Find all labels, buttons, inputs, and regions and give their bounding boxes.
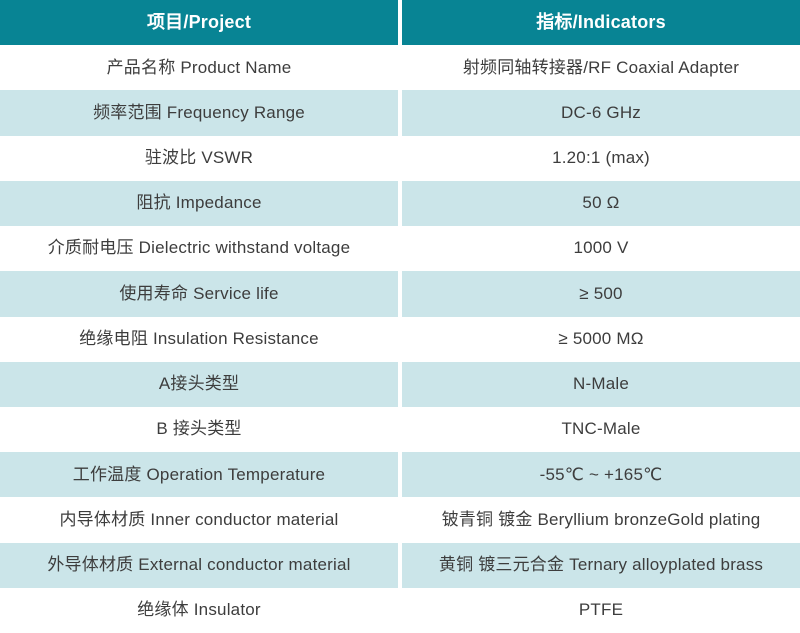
project-cell: 介质耐电压 Dielectric withstand voltage: [0, 226, 398, 272]
table-row: 驻波比 VSWR 1.20:1 (max): [0, 135, 800, 181]
table-row: 外导体材质 External conductor material 黄铜 镀三元…: [0, 542, 800, 588]
indicator-cell: 50 Ω: [402, 180, 800, 227]
table-row: 频率范围 Frequency Range DC-6 GHz: [0, 90, 800, 136]
table-row: 阻抗 Impedance 50 Ω: [0, 180, 800, 227]
table-row: 工作温度 Operation Temperature -55℃ ~ +165℃: [0, 452, 800, 498]
project-cell: 绝缘电阻 Insulation Resistance: [0, 316, 398, 362]
project-cell: 产品名称 Product Name: [0, 45, 398, 91]
table-row: 内导体材质 Inner conductor material 铍青铜 镀金 Be…: [0, 497, 800, 543]
project-cell: 工作温度 Operation Temperature: [0, 452, 398, 498]
table-row: B 接头类型 TNC-Male: [0, 406, 800, 453]
table-row: 介质耐电压 Dielectric withstand voltage 1000 …: [0, 226, 800, 272]
indicator-cell: PTFE: [402, 587, 800, 633]
project-cell: 绝缘体 Insulator: [0, 587, 398, 633]
project-cell: A接头类型: [0, 361, 398, 407]
project-cell: 内导体材质 Inner conductor material: [0, 497, 398, 543]
indicator-cell: ≥ 5000 MΩ: [402, 316, 800, 362]
indicator-cell: 射频同轴转接器/RF Coaxial Adapter: [402, 45, 800, 91]
table-row: 绝缘体 Insulator PTFE: [0, 587, 800, 633]
project-cell: B 接头类型: [0, 406, 398, 453]
project-cell: 阻抗 Impedance: [0, 180, 398, 227]
table-row: 绝缘电阻 Insulation Resistance ≥ 5000 MΩ: [0, 316, 800, 362]
indicator-cell: 1.20:1 (max): [402, 135, 800, 181]
table-row: 使用寿命 Service life ≥ 500: [0, 271, 800, 317]
indicator-cell: DC-6 GHz: [402, 90, 800, 136]
header-cell-indicators: 指标/Indicators: [402, 0, 800, 46]
header-cell-project: 项目/Project: [0, 0, 398, 46]
project-cell: 外导体材质 External conductor material: [0, 542, 398, 588]
indicator-cell: 1000 V: [402, 226, 800, 272]
indicator-cell: N-Male: [402, 361, 800, 407]
indicator-cell: TNC-Male: [402, 406, 800, 453]
project-cell: 使用寿命 Service life: [0, 271, 398, 317]
indicator-cell: 黄铜 镀三元合金 Ternary alloyplated brass: [402, 542, 800, 588]
project-cell: 频率范围 Frequency Range: [0, 90, 398, 136]
table-header-row: 项目/Project 指标/Indicators: [0, 0, 800, 46]
table-row: A接头类型 N-Male: [0, 361, 800, 407]
indicator-cell: -55℃ ~ +165℃: [402, 452, 800, 498]
indicator-cell: ≥ 500: [402, 271, 800, 317]
project-cell: 驻波比 VSWR: [0, 135, 398, 181]
table-row: 产品名称 Product Name 射频同轴转接器/RF Coaxial Ada…: [0, 45, 800, 91]
indicator-cell: 铍青铜 镀金 Beryllium bronzeGold plating: [402, 497, 800, 543]
